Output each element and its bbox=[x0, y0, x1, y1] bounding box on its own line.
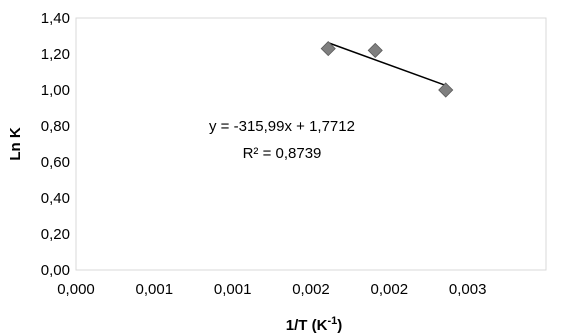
y-axis-title: Ln K bbox=[7, 127, 24, 160]
data-points bbox=[320, 41, 454, 98]
y-tick-label: 0,60 bbox=[41, 154, 70, 171]
x-tick-label: 0,003 bbox=[449, 281, 487, 298]
trendline-equation: y = -315,99x + 1,7712 bbox=[209, 118, 355, 135]
data-point-diamond bbox=[438, 82, 454, 98]
y-tick-label: 1,40 bbox=[41, 10, 70, 27]
x-tick-label: 0,001 bbox=[214, 281, 252, 298]
y-tick-label: 0,80 bbox=[41, 118, 70, 135]
y-tick-label: 0,20 bbox=[41, 226, 70, 243]
trendline-segment bbox=[327, 42, 446, 87]
data-point-diamond bbox=[367, 42, 383, 58]
x-axis-title-end: ) bbox=[337, 317, 342, 333]
x-tick-label: 0,002 bbox=[292, 281, 330, 298]
x-tick-label: 0,002 bbox=[371, 281, 409, 298]
x-axis-title-base: 1/T (K bbox=[286, 317, 328, 333]
x-axis-title: 1/T (K-1) bbox=[286, 315, 342, 333]
y-tick-label: 1,00 bbox=[41, 82, 70, 99]
trendline bbox=[327, 42, 446, 87]
y-tick-label: 0,00 bbox=[41, 262, 70, 279]
r-squared-label: R² = 0,8739 bbox=[243, 145, 322, 162]
x-axis: 0,000 0,001 0,001 0,002 0,002 0,003 bbox=[57, 281, 486, 298]
y-tick-label: 1,20 bbox=[41, 46, 70, 63]
x-tick-label: 0,000 bbox=[57, 281, 95, 298]
y-tick-label: 0,40 bbox=[41, 190, 70, 207]
x-axis-title-sup: -1 bbox=[327, 315, 337, 327]
plot-area bbox=[75, 17, 547, 271]
y-axis: 0,00 0,20 0,40 0,60 0,80 1,00 1,20 1,40 bbox=[41, 10, 70, 279]
x-tick-label: 0,001 bbox=[136, 281, 174, 298]
data-point-diamond bbox=[320, 41, 336, 57]
